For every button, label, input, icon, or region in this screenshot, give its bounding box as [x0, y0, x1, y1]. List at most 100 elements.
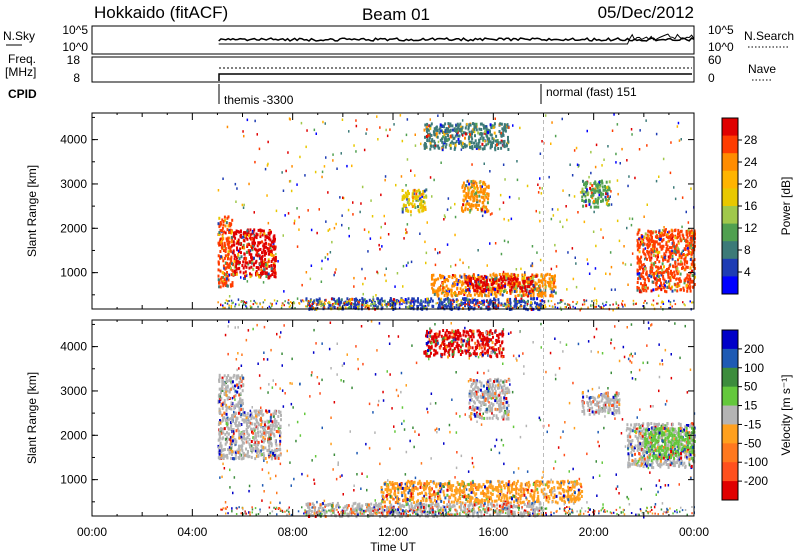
velocity-cell	[237, 456, 240, 459]
power-strip-cell	[662, 303, 665, 305]
power-cell	[468, 291, 471, 295]
power-cell	[604, 195, 607, 199]
power-noise-cell	[395, 183, 397, 187]
velocity-cell	[240, 438, 243, 442]
velocity-cell	[559, 496, 562, 500]
velocity-cell	[391, 486, 394, 490]
power-cell	[483, 147, 486, 151]
velocity-cell	[217, 438, 220, 442]
power-noise-cell	[242, 302, 245, 305]
velocity-cell	[380, 490, 383, 494]
power-cell	[482, 138, 485, 142]
power-noise-cell	[325, 220, 327, 223]
power-cell	[221, 242, 224, 246]
power-noise-cell	[677, 121, 680, 125]
power-cell	[480, 195, 483, 199]
velocity-cell	[245, 427, 248, 431]
power-noise-cell	[326, 253, 329, 256]
power-noise-cell	[631, 133, 633, 136]
power-cell	[451, 124, 454, 128]
power-cell	[430, 122, 433, 126]
power-cell	[649, 258, 652, 262]
power-cell	[582, 190, 585, 194]
power-cell	[228, 231, 231, 234]
power-cell	[475, 181, 478, 185]
power-cell	[263, 268, 266, 272]
power-cell	[227, 246, 230, 250]
power-noise-cell	[409, 202, 412, 205]
velocity-cell	[243, 420, 246, 424]
power-cell	[235, 272, 238, 276]
velocity-cell	[222, 456, 225, 460]
power-cell	[430, 275, 433, 279]
power-cell	[218, 231, 221, 234]
power-noise-cell	[384, 178, 386, 182]
power-cell	[550, 293, 553, 297]
power-cell	[678, 234, 681, 238]
power-cell	[657, 275, 660, 279]
velocity-cell	[503, 494, 506, 498]
velocity-cell	[242, 402, 244, 406]
power-cell	[663, 284, 666, 288]
power-cell	[649, 242, 652, 246]
power-noise-cell	[477, 278, 479, 281]
power-cell	[510, 276, 513, 280]
power-strip-cell	[315, 303, 318, 306]
power-cell	[244, 234, 247, 238]
power-cell	[256, 233, 259, 237]
velocity-cell	[457, 498, 460, 502]
velocity-cell	[258, 450, 261, 454]
power-cell	[656, 274, 659, 278]
power-cell	[479, 287, 482, 290]
power-cell	[426, 122, 429, 126]
power-cell	[246, 229, 249, 233]
power-strip-cell	[224, 302, 226, 304]
power-noise-cell	[657, 294, 660, 297]
power-cell	[510, 288, 513, 292]
power-cell	[521, 286, 524, 290]
power-cell	[457, 125, 460, 129]
power-cell	[482, 136, 485, 140]
velocity-cell	[278, 430, 281, 434]
power-cell	[224, 254, 227, 258]
power-strip-cell	[408, 305, 411, 308]
power-noise-cell	[383, 214, 385, 218]
power-noise-cell	[355, 119, 357, 122]
power-noise-cell	[489, 170, 491, 173]
power-cell	[480, 289, 483, 293]
power-cell	[441, 140, 444, 144]
velocity-cell	[258, 409, 261, 413]
power-cell	[458, 134, 461, 138]
power-strip-cell	[494, 301, 496, 304]
power-noise-cell	[407, 261, 409, 265]
velocity-cell	[238, 448, 241, 452]
power-cell	[240, 255, 243, 259]
power-cell	[671, 257, 674, 261]
power-cell	[643, 252, 646, 256]
power-cell	[510, 272, 513, 276]
power-cell	[443, 125, 445, 129]
velocity-cell	[419, 492, 421, 495]
power-cell	[440, 291, 443, 295]
power-noise-cell	[353, 144, 355, 147]
velocity-cell	[439, 486, 442, 490]
power-cell	[273, 245, 276, 249]
power-noise-cell	[551, 208, 554, 211]
power-noise-cell	[631, 217, 634, 221]
velocity-cell	[218, 407, 221, 411]
power-noise-cell	[590, 150, 592, 154]
velocity-cell	[271, 420, 274, 424]
velocity-cell	[219, 456, 222, 460]
power-noise-cell	[320, 267, 323, 270]
power-cell	[245, 236, 248, 240]
power-noise-cell	[359, 210, 361, 214]
power-cell	[650, 262, 653, 266]
velocity-cell	[556, 501, 559, 505]
power-strip-cell	[656, 302, 658, 305]
power-cell	[675, 252, 677, 256]
power-noise-cell	[628, 175, 630, 178]
power-cell	[693, 231, 696, 235]
power-cell	[263, 232, 266, 236]
velocity-cell	[474, 486, 477, 489]
power-strip-cell	[398, 306, 401, 309]
